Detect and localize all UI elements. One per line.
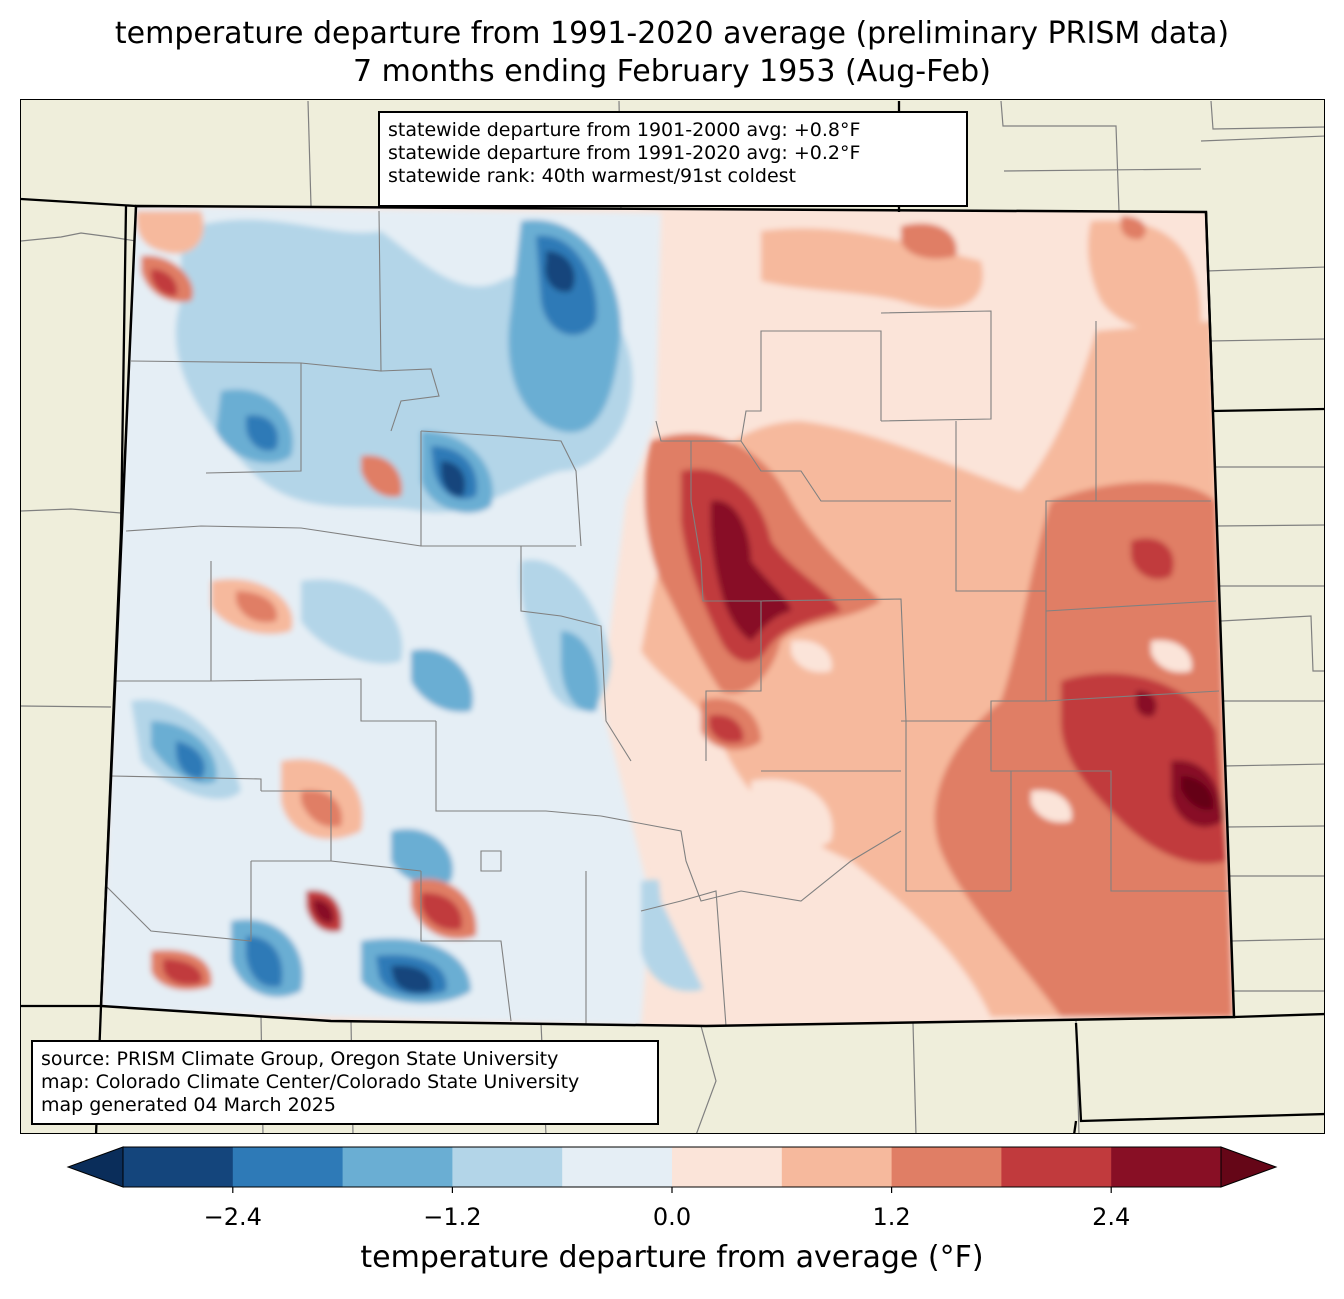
colorbar-over-arrow bbox=[1220, 1146, 1278, 1188]
map-frame bbox=[20, 99, 1325, 1134]
colorbar-segment bbox=[232, 1147, 344, 1187]
colorbar-segment bbox=[1001, 1147, 1112, 1187]
colorado-temperature-map bbox=[21, 100, 1324, 1133]
colorbar-tick-label: −1.2 bbox=[423, 1203, 482, 1231]
map-credit-line: map: Colorado Climate Center/Colorado St… bbox=[41, 1071, 580, 1093]
colorbar-segment bbox=[342, 1147, 453, 1187]
colorbar-tick-label: 1.2 bbox=[872, 1203, 911, 1231]
colorbar-segment bbox=[123, 1147, 234, 1187]
colorbar-segment bbox=[562, 1147, 673, 1187]
colorbar-label: temperature departure from average (°F) bbox=[360, 1240, 984, 1275]
colorbar bbox=[66, 1146, 1278, 1193]
source-line: source: PRISM Climate Group, Oregon Stat… bbox=[41, 1048, 559, 1070]
colorbar-segment bbox=[672, 1147, 783, 1187]
map-title-line2: 7 months ending February 1953 (Aug-Feb) bbox=[353, 54, 991, 89]
county-lines bbox=[101, 210, 1231, 1026]
colorbar-segment bbox=[1111, 1147, 1222, 1187]
colorbar-tick-label: 0.0 bbox=[652, 1203, 692, 1231]
map-title-line1: temperature departure from 1991-2020 ave… bbox=[114, 16, 1230, 51]
stats-departure-1901-2000: statewide departure from 1901-2000 avg: … bbox=[388, 119, 861, 141]
colorbar-segment bbox=[781, 1147, 893, 1187]
stats-departure-1991-2020: statewide departure from 1991-2020 avg: … bbox=[388, 142, 861, 164]
colorbar-segment bbox=[891, 1147, 1002, 1187]
colorbar-under-arrow bbox=[66, 1146, 124, 1188]
statewide-stats-box: statewide departure from 1901-2000 avg: … bbox=[378, 111, 968, 207]
map-generated-line: map generated 04 March 2025 bbox=[41, 1094, 336, 1116]
colorbar-segment bbox=[452, 1147, 563, 1187]
temperature-field bbox=[101, 206, 1234, 1026]
colorbar-tick-label: −2.4 bbox=[203, 1203, 262, 1231]
colorbar-tick-label: 2.4 bbox=[1092, 1203, 1131, 1231]
source-credit-box: source: PRISM Climate Group, Oregon Stat… bbox=[31, 1040, 659, 1125]
stats-rank: statewide rank: 40th warmest/91st coldes… bbox=[388, 165, 797, 187]
